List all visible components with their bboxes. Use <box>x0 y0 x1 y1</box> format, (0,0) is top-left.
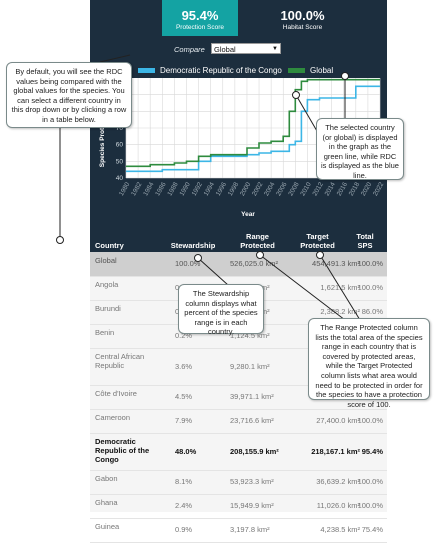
country-cell: Angola <box>95 280 119 289</box>
table-row[interactable]: Democratic Republic of the Congo 48.0% 208… <box>90 433 387 471</box>
callout-connectors <box>59 54 361 321</box>
compare-select[interactable]: Global ▼ <box>211 43 281 54</box>
marker-dot <box>292 91 300 99</box>
total-sps-cell: 100.0% <box>357 501 383 510</box>
stewardship-cell: 3.6% <box>175 361 193 371</box>
target-protected-cell: 218,167.1 km² <box>311 446 360 456</box>
compare-label: Compare <box>174 45 205 54</box>
target-protected-cell: 11,026.0 km² <box>316 501 360 510</box>
stewardship-cell: 4.5% <box>175 392 193 401</box>
habitat-score-label: Habitat Score <box>282 24 323 31</box>
y-tick-label: 50 <box>116 158 124 165</box>
table-row[interactable]: Global 100.0% 526,025.0 km² 454,491.3 km² 10… <box>90 252 387 277</box>
tab-habitat-score[interactable]: 100.0% Habitat Score <box>265 0 340 36</box>
range-protected-cell: 526,025.0 km² <box>230 259 278 268</box>
header-target-protected[interactable]: Target Protected <box>300 232 335 250</box>
range-protected-cell: 9,280.1 km² <box>230 361 270 371</box>
country-cell: Democratic Republic of the Congo <box>95 437 150 464</box>
target-protected-cell: 27,400.0 km² <box>316 416 360 425</box>
range-protected-cell: 53,923.3 km² <box>230 477 274 486</box>
range-protected-cell: 208,155.9 km² <box>230 446 279 456</box>
stewardship-cell: 7.9% <box>175 416 193 425</box>
protection-score-label: Protection Score <box>175 24 225 31</box>
country-cell: Cameroon <box>95 413 131 422</box>
series-line-drc <box>126 85 380 173</box>
country-cell: Benin <box>95 328 115 337</box>
protection-score-value: 95.4% <box>181 8 219 23</box>
target-protected-cell: 36,639.2 km² <box>316 477 360 486</box>
marker-dot <box>256 251 264 259</box>
legend-item-drc: Democratic Republic of the Congo <box>138 66 282 76</box>
range-protected-cell: 23,716.6 km² <box>230 416 274 425</box>
stewardship-cell: 0.2% <box>175 331 193 340</box>
total-sps-cell: 75.4% <box>361 525 383 534</box>
marker-dot <box>341 72 349 80</box>
total-sps-cell: 86.0% <box>361 307 383 316</box>
range-protected-cell: 3,197.8 km² <box>230 525 270 534</box>
country-cell: Burundi <box>95 304 121 313</box>
stewardship-cell: 0.9% <box>175 525 193 534</box>
y-tick-label: 40 <box>116 175 124 182</box>
callout-range-protected: The Range Protected column lists the tot… <box>308 318 430 409</box>
total-sps-cell: 100.0% <box>357 259 383 268</box>
header-total-sps[interactable]: Total SPS <box>356 232 374 250</box>
stewardship-cell: 48.0% <box>175 446 197 456</box>
marker-dot <box>316 251 324 259</box>
country-cell: Guinea <box>95 522 120 531</box>
chevron-down-icon: ▼ <box>272 46 278 52</box>
habitat-score-value: 100.0% <box>280 8 325 23</box>
target-protected-cell: 4,238.5 km² <box>320 525 360 534</box>
total-sps-cell: 100.0% <box>357 416 383 425</box>
y-tick-label: 60 <box>116 142 124 149</box>
legend-swatch-blue <box>138 68 155 74</box>
legend-label-global: Global <box>310 66 334 75</box>
callout-compare: By default, you will see the RDC values … <box>6 62 132 128</box>
y-tick-label: 70 <box>116 125 124 132</box>
target-protected-cell: 454,491.3 km² <box>312 259 360 268</box>
marker-dot <box>194 254 202 262</box>
country-cell: Ghana <box>95 498 118 507</box>
country-cell: Global <box>95 256 117 265</box>
country-cell: Central African Republic <box>95 352 145 370</box>
stewardship-cell: 2.4% <box>175 501 193 510</box>
stewardship-cell: 8.1% <box>175 477 193 486</box>
legend-item-global: Global <box>288 66 333 76</box>
table-row[interactable]: Cameroon 7.9% 23,716.6 km² 27,400.0 km² 100.… <box>90 409 387 434</box>
stewardship-cell: 100.0% <box>175 259 201 268</box>
range-protected-cell: 1,124.5 km² <box>230 331 270 340</box>
range-protected-cell: 39,971.1 km² <box>230 392 274 401</box>
x-axis-label: Year <box>241 211 255 218</box>
legend-swatch-green <box>288 68 305 74</box>
header-stewardship[interactable]: Stewardship <box>170 241 216 250</box>
country-cell: Gabon <box>95 474 118 483</box>
compare-select-value: Global <box>214 45 236 54</box>
callout-graph: The selected country (or global) is disp… <box>316 118 404 180</box>
legend-label-drc: Democratic Republic of the Congo <box>160 66 282 75</box>
table-row[interactable]: Gabon 8.1% 53,923.3 km² 36,639.2 km² 100.0% <box>90 470 387 495</box>
tab-protection-score[interactable]: 95.4% Protection Score <box>162 0 238 36</box>
total-sps-cell: 100.0% <box>357 283 383 292</box>
target-protected-cell: 2,388.2 km² <box>320 307 360 316</box>
total-sps-cell: 100.0% <box>357 477 383 486</box>
header-range-protected[interactable]: Range Protected <box>240 232 275 250</box>
header-country[interactable]: Country <box>95 241 124 250</box>
callout-stewardship: The Stewardship column displays what per… <box>178 284 264 336</box>
country-cell: Côte d'Ivoire <box>95 389 137 398</box>
table-header: Country Stewardship Range Protected Targ… <box>90 232 387 252</box>
series-line-global <box>126 78 380 168</box>
total-sps-cell: 95.4% <box>361 446 383 456</box>
range-protected-cell: 15,949.9 km² <box>230 501 274 510</box>
table-row[interactable]: Guinea 0.9% 3,197.8 km² 4,238.5 km² 75.4% <box>90 518 387 543</box>
marker-dot <box>56 236 64 244</box>
